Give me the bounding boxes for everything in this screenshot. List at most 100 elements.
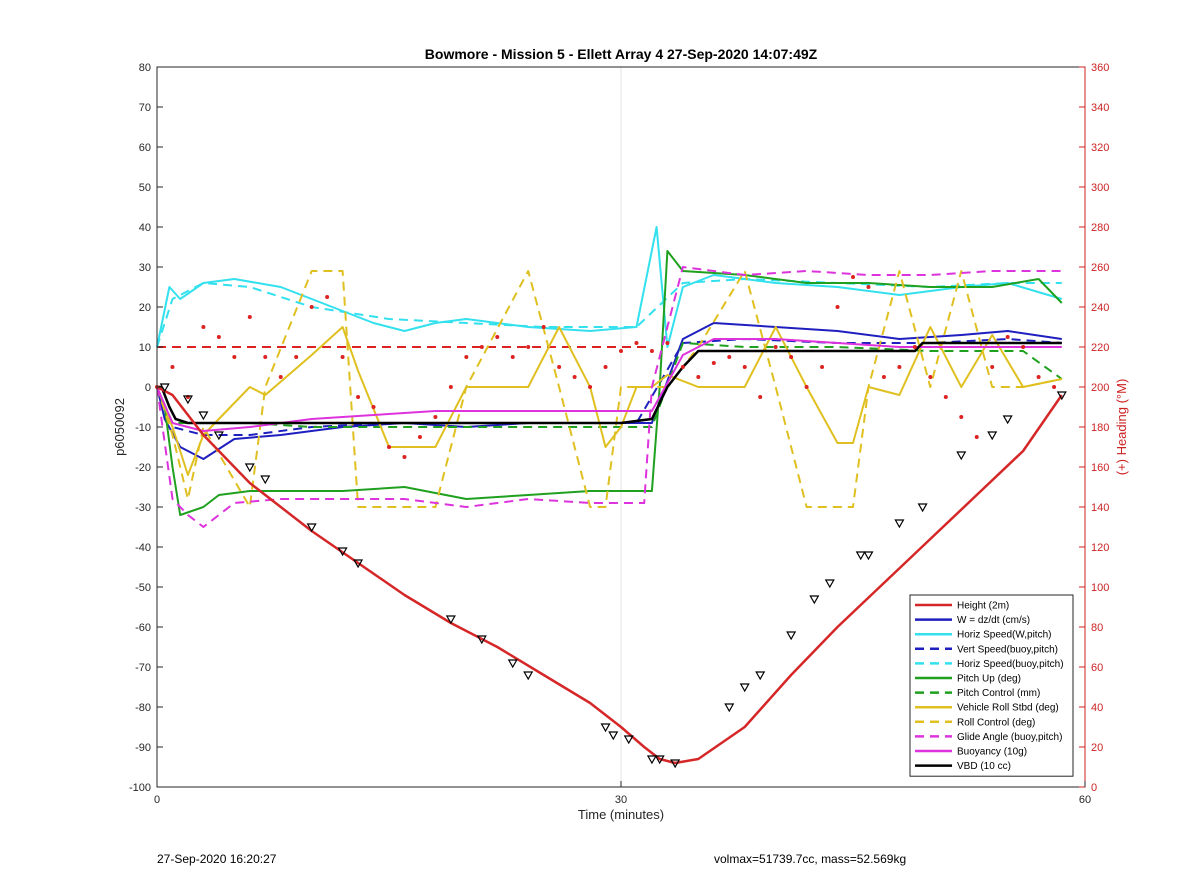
heading-point: [959, 415, 964, 419]
axes: -100-90-80-70-60-50-40-30-20-10010203040…: [129, 62, 1109, 806]
heading-point: [603, 365, 608, 369]
legend-label: Horiz Speed(W,pitch): [957, 630, 1051, 641]
heading-point: [247, 315, 252, 319]
height-marker: [1002, 415, 1013, 425]
height-marker: [337, 547, 348, 557]
height-marker: [654, 755, 665, 765]
heading-point: [619, 349, 623, 353]
heading-point: [325, 295, 330, 299]
heading-point: [851, 275, 855, 279]
series-line-buoyancy-10g: [156, 338, 1062, 432]
height-marker: [213, 431, 224, 441]
y2-tick-label: 80: [1091, 622, 1103, 634]
legend-label: Vehicle Roll Stbd (deg): [957, 703, 1059, 714]
series-line-glide-angle-buoy-pitch: [156, 266, 1062, 528]
heading-point: [340, 355, 345, 359]
legend-label: W = dz/dt (cm/s): [957, 615, 1030, 626]
heading-point: [1021, 345, 1026, 349]
footer-timestamp: 27-Sep-2020 16:20:27: [157, 852, 277, 866]
heading-point: [758, 395, 763, 399]
height-marker: [1056, 391, 1067, 401]
y2-tick-label: 320: [1091, 142, 1109, 154]
heading-point: [773, 345, 778, 349]
heading-point: [448, 385, 453, 389]
y2-tick-label: 220: [1091, 342, 1109, 354]
heading-point: [263, 355, 268, 359]
legend-label: VBD (10 cc): [957, 761, 1011, 772]
y-tick-label: -90: [135, 742, 151, 754]
y2-tick-label: 20: [1091, 742, 1103, 754]
heading-point: [356, 395, 361, 399]
series-line-vbd-10-cc: [157, 341, 1062, 425]
height-marker: [917, 503, 928, 513]
series-line-pitch-up-deg: [156, 250, 1063, 516]
heading-point: [572, 375, 577, 379]
legend-label: Vert Speed(buoy,pitch): [957, 644, 1058, 655]
heading-point: [680, 365, 685, 369]
y-axis-label: p6050092: [112, 398, 127, 456]
heading-point: [417, 435, 422, 439]
heading-point: [881, 375, 886, 379]
height-marker: [507, 659, 518, 669]
heading-point: [495, 335, 500, 339]
y2-tick-label: 280: [1091, 222, 1109, 234]
height-marker: [724, 703, 735, 713]
height-marker: [260, 475, 271, 485]
y-tick-label: -10: [135, 422, 151, 434]
legend-label: Pitch Up (deg): [957, 674, 1021, 685]
height-marker: [863, 551, 874, 561]
y2-tick-label: 0: [1091, 782, 1097, 794]
heading-point: [170, 365, 175, 369]
chart-title: Bowmore - Mission 5 - Ellett Array 4 27-…: [425, 46, 818, 62]
y-tick-label: 50: [139, 182, 151, 194]
y-tick-label: -20: [135, 462, 151, 474]
y-tick-label: 30: [139, 262, 151, 274]
y-tick-label: 70: [139, 102, 151, 114]
heading-point: [371, 405, 376, 409]
heading-point: [464, 355, 469, 359]
y-tick-label: -80: [135, 702, 151, 714]
y2-tick-label: 180: [1091, 422, 1109, 434]
height-marker: [600, 723, 611, 733]
heading-point: [557, 365, 562, 369]
y-tick-label: -30: [135, 502, 151, 514]
heading-point: [278, 375, 283, 379]
height-marker: [824, 579, 835, 589]
heading-point: [479, 345, 484, 349]
legend-label: Buoyancy (10g): [957, 747, 1027, 758]
heading-point: [897, 365, 902, 369]
y2-tick-label: 140: [1091, 502, 1109, 514]
x-tick-label: 60: [1079, 794, 1091, 806]
height-marker: [956, 451, 967, 461]
y-tick-label: 0: [145, 382, 151, 394]
heading-point: [588, 385, 593, 389]
heading-point: [943, 395, 948, 399]
series-line-vehicle-roll-stbd-deg: [156, 326, 1063, 476]
y2-tick-label: 200: [1091, 382, 1109, 394]
heading-point: [1052, 385, 1057, 389]
y-tick-label: 80: [139, 62, 151, 74]
x-axis-label: Time (minutes): [578, 807, 664, 822]
height-marker: [809, 595, 820, 605]
height-marker: [987, 431, 998, 441]
heading-point: [526, 345, 531, 349]
y-tick-label: -40: [135, 542, 151, 554]
y2-tick-label: 100: [1091, 582, 1109, 594]
heading-point: [912, 345, 917, 349]
height-marker: [739, 683, 750, 693]
heading-point: [696, 375, 701, 379]
height-marker: [608, 731, 619, 741]
heading-point: [402, 455, 407, 459]
y2-axis-label: (+) Heading (°M): [1114, 379, 1129, 476]
y2-tick-label: 120: [1091, 542, 1109, 554]
series-layer: [155, 226, 1067, 769]
heading-point: [866, 285, 871, 289]
legend-box: [909, 594, 1074, 777]
heading-point: [541, 325, 546, 329]
x-tick-label: 0: [154, 794, 160, 806]
y-tick-label: 20: [139, 302, 151, 314]
y-tick-label: 60: [139, 142, 151, 154]
series-line-vert-speed-buoy-pitch: [156, 338, 1062, 436]
x-tick-label: 30: [615, 794, 627, 806]
y2-tick-label: 60: [1091, 662, 1103, 674]
